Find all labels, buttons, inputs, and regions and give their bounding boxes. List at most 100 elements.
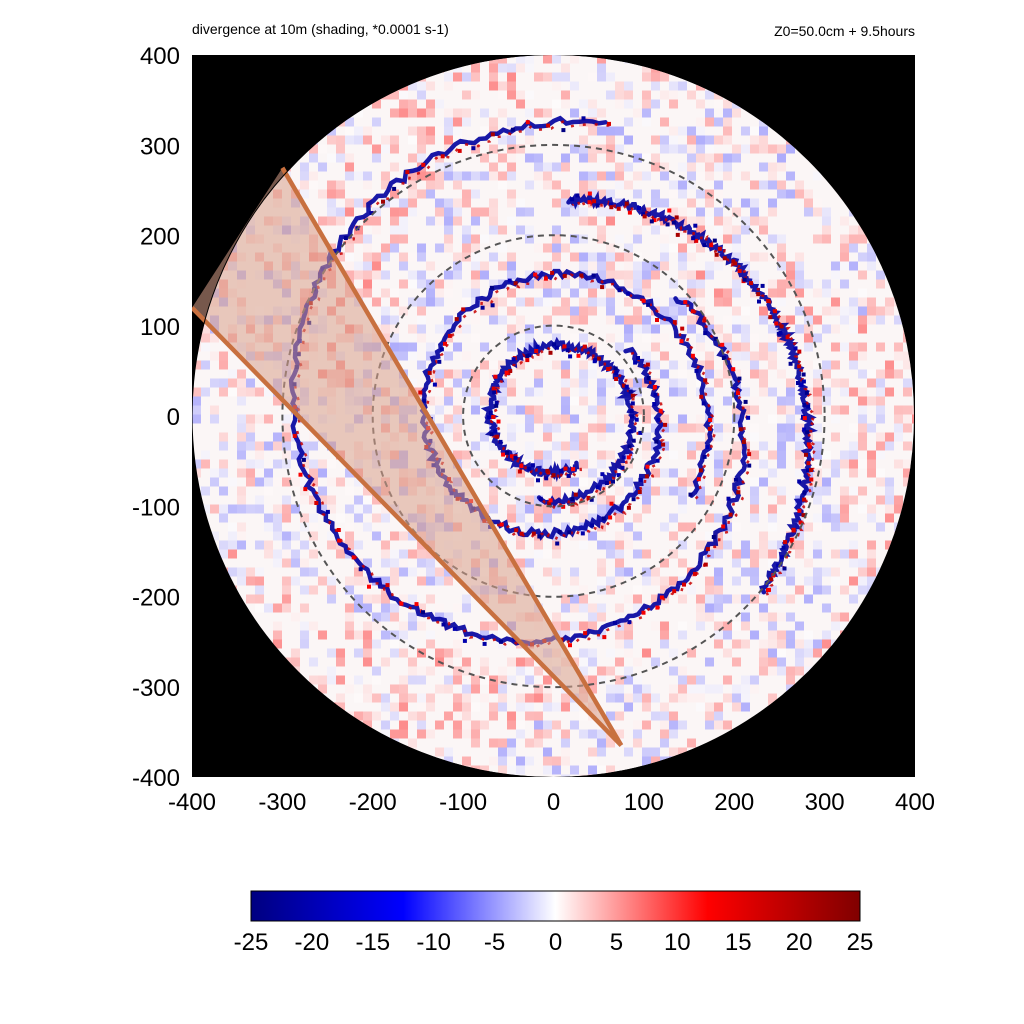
band-speckle (702, 318, 707, 323)
field-cell (579, 378, 588, 388)
field-cell (498, 675, 507, 685)
field-cell (390, 648, 399, 658)
field-cell (714, 189, 723, 199)
field-cell (597, 378, 606, 388)
band-speckle (511, 357, 516, 362)
field-cell (750, 135, 759, 145)
field-cell (534, 540, 543, 550)
field-cell (579, 315, 588, 325)
field-cell (345, 603, 354, 613)
field-cell (759, 126, 768, 136)
field-cell (399, 648, 408, 658)
field-cell (417, 90, 426, 100)
field-cell (768, 648, 777, 658)
field-cell (894, 432, 903, 442)
field-cell (804, 630, 813, 640)
band-speckle (690, 309, 695, 314)
band-speckle (568, 643, 572, 648)
field-cell (579, 396, 588, 406)
field-cell (588, 675, 597, 685)
field-cell (498, 135, 507, 145)
field-cell (741, 216, 750, 226)
field-cell (534, 711, 543, 721)
field-cell (822, 369, 831, 379)
field-cell (237, 396, 246, 406)
field-cell (453, 261, 462, 271)
field-cell (777, 144, 786, 154)
field-cell (840, 405, 849, 415)
field-cell (453, 414, 462, 424)
field-cell (399, 234, 408, 244)
field-cell (534, 549, 543, 559)
field-cell (732, 369, 741, 379)
field-cell (741, 540, 750, 550)
field-cell (534, 423, 543, 433)
field-cell (354, 135, 363, 145)
field-cell (462, 702, 471, 712)
field-cell (453, 450, 462, 460)
band-speckle (626, 505, 631, 510)
sector-wedge (192, 166, 624, 747)
field-cell (633, 657, 642, 667)
field-cell (822, 450, 831, 460)
field-cell (597, 747, 606, 757)
field-cell (831, 468, 840, 478)
field-cell (606, 450, 615, 460)
field-cell (867, 243, 876, 253)
field-cell (291, 477, 300, 487)
band-speckle (779, 555, 784, 560)
band-speckle (292, 433, 297, 438)
field-cell (723, 720, 732, 730)
field-cell (372, 252, 381, 262)
field-cell (597, 729, 606, 739)
range-ring-300 (281, 143, 826, 689)
field-cell (471, 189, 480, 199)
field-cell (696, 621, 705, 631)
field-cell (390, 198, 399, 208)
field-cell (372, 513, 381, 523)
field-cell (489, 225, 498, 235)
field-cell (390, 162, 399, 172)
field-cell (219, 468, 228, 478)
band-speckle (595, 203, 600, 208)
field-cell (453, 126, 462, 136)
band-speckle (491, 415, 496, 419)
field-cell (372, 612, 381, 622)
field-cell (300, 171, 309, 181)
field-cell (561, 369, 570, 379)
field-cell (507, 261, 516, 271)
field-cell (579, 585, 588, 595)
field-cell (381, 702, 390, 712)
field-cell (192, 396, 201, 406)
field-cell (498, 477, 507, 487)
field-cell (750, 360, 759, 370)
field-cell (246, 378, 255, 388)
field-cell (624, 621, 633, 631)
field-cell (372, 621, 381, 631)
field-cell (453, 378, 462, 388)
band-speckle (519, 531, 524, 536)
field-cell (624, 279, 633, 289)
field-cell (678, 369, 687, 379)
band-speckle (646, 302, 651, 307)
band-speckle (405, 170, 410, 175)
band-speckle (422, 398, 427, 403)
field-cell (741, 612, 750, 622)
field-cell (633, 738, 642, 748)
field-cell (363, 234, 372, 244)
field-cell (507, 297, 516, 307)
field-cell (606, 252, 615, 262)
field-cell (462, 171, 471, 181)
field-cell (471, 729, 480, 739)
field-cell (219, 540, 228, 550)
sector-wedge-fill (192, 167, 622, 746)
field-cell (390, 108, 399, 118)
band-speckle (358, 567, 363, 572)
field-cell (597, 297, 606, 307)
field-cell (309, 549, 318, 559)
field-cell (876, 378, 885, 388)
band-speckle (679, 339, 684, 344)
band-speckle (530, 463, 535, 468)
field-cell (651, 324, 660, 334)
band-speckle (486, 415, 491, 420)
